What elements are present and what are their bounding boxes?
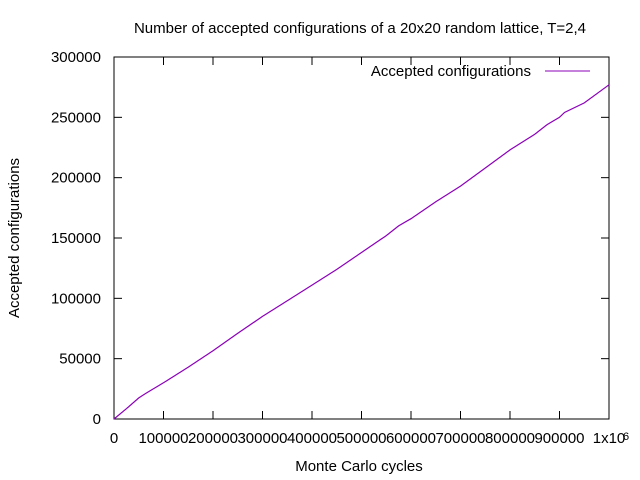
y-tick-label: 50000 xyxy=(59,351,101,368)
y-axis: 0 50000 100000 150000 200000 250000 300000 xyxy=(51,49,609,428)
y-tick-label: 0 xyxy=(93,411,101,428)
x-tick-label: 700000 xyxy=(435,430,485,447)
x-tick-label: 1x10 xyxy=(593,430,626,447)
plot-frame xyxy=(113,56,610,420)
series-layer xyxy=(113,84,610,420)
x-axis-label: Monte Carlo cycles xyxy=(295,458,423,475)
x-tick-label: 0 xyxy=(110,430,118,447)
y-tick-label: 150000 xyxy=(51,230,101,247)
x-tick-label: 500000 xyxy=(336,430,386,447)
x-axis: 0 100000 200000 300000 400000 500000 600000 700… xyxy=(110,57,625,447)
y-tick-label: 250000 xyxy=(51,109,101,126)
x-tick-label: 400000 xyxy=(287,430,337,447)
x-axis-exponent: 6 xyxy=(623,431,629,443)
x-tick-label: 800000 xyxy=(485,430,535,447)
series-line xyxy=(113,84,610,420)
x-tick-label: 600000 xyxy=(386,430,436,447)
y-axis-label: Accepted configurations xyxy=(6,158,23,318)
y-tick-label: 200000 xyxy=(51,170,101,187)
x-tick-label: 200000 xyxy=(188,430,238,447)
x-tick-label: 100000 xyxy=(138,430,188,447)
legend: Accepted configurations xyxy=(371,63,590,80)
x-tick-label: 300000 xyxy=(237,430,287,447)
y-tick-label: 100000 xyxy=(51,290,101,307)
y-tick-label: 300000 xyxy=(51,49,101,66)
chart-title: Number of accepted configurations of a 2… xyxy=(134,20,586,37)
x-tick-label: 900000 xyxy=(534,430,584,447)
legend-label: Accepted configurations xyxy=(371,63,531,80)
